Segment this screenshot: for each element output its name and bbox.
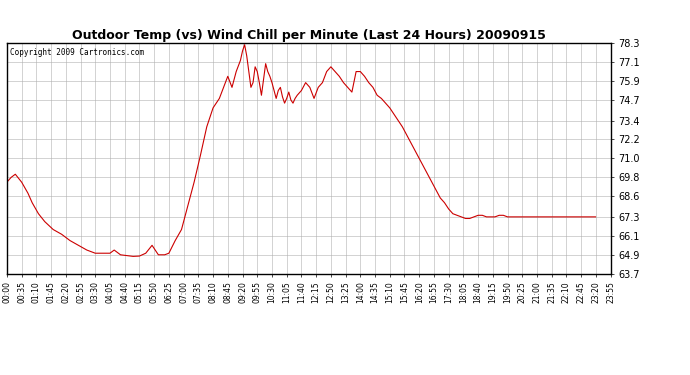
Title: Outdoor Temp (vs) Wind Chill per Minute (Last 24 Hours) 20090915: Outdoor Temp (vs) Wind Chill per Minute … <box>72 29 546 42</box>
Text: Copyright 2009 Cartronics.com: Copyright 2009 Cartronics.com <box>10 48 144 57</box>
